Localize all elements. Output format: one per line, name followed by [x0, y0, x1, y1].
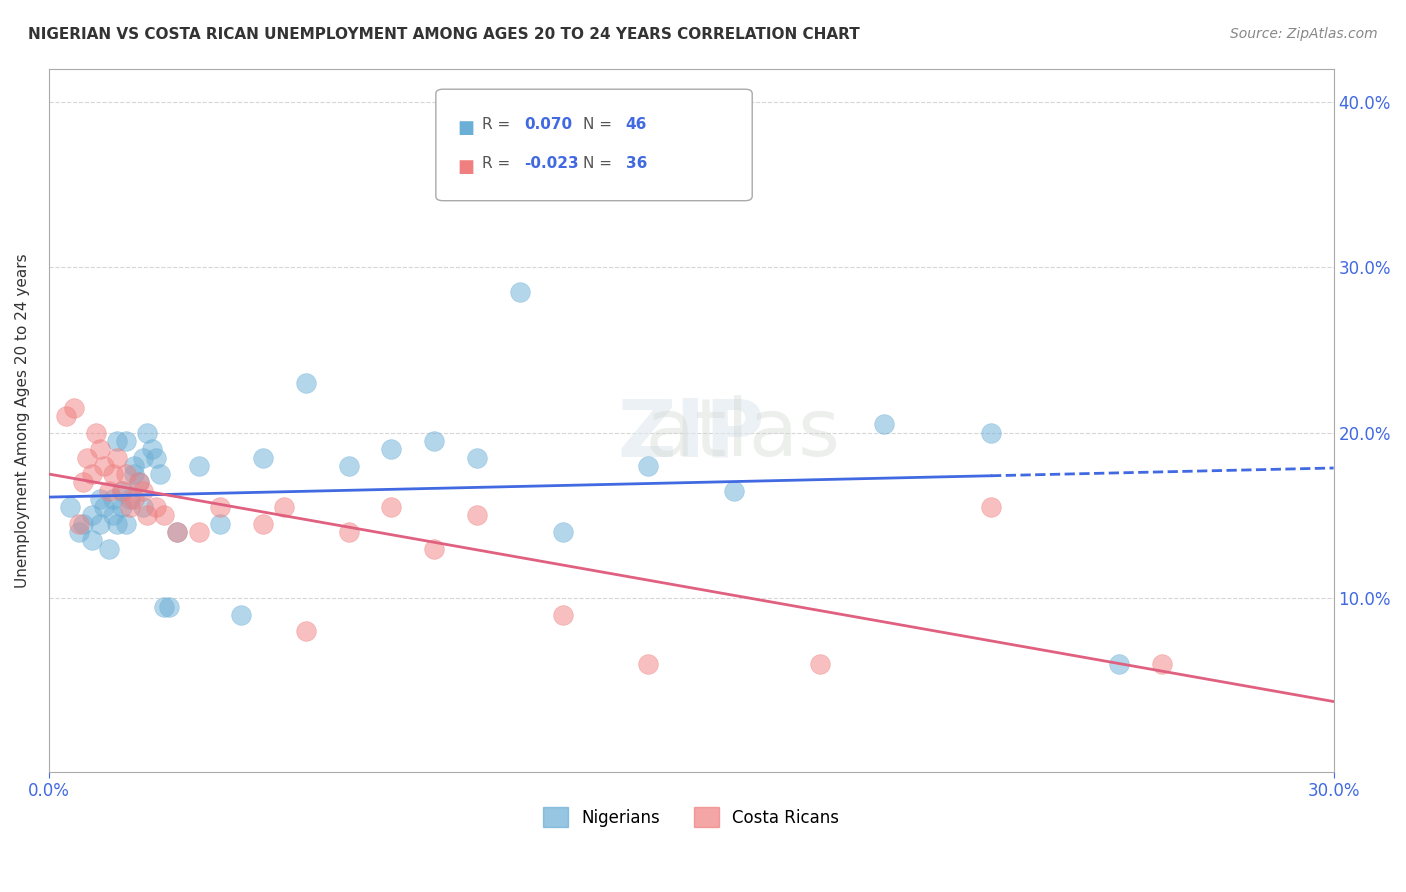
Point [97, 541, 120, 556]
Point [157, 599, 180, 614]
Point [124, 458, 146, 473]
Point [72, 475, 94, 490]
Point [93, 458, 115, 473]
Point [337, 524, 360, 539]
Text: N =: N = [583, 117, 617, 132]
Text: atlas: atlas [543, 395, 839, 474]
Point [115, 434, 138, 448]
Point [209, 516, 232, 531]
Point [101, 508, 124, 523]
Point [55, 409, 77, 424]
Point [128, 475, 150, 490]
Point [637, 657, 659, 672]
Text: NIGERIAN VS COSTA RICAN UNEMPLOYMENT AMONG AGES 20 TO 24 YEARS CORRELATION CHART: NIGERIAN VS COSTA RICAN UNEMPLOYMENT AMO… [28, 27, 860, 42]
Point [101, 467, 124, 481]
Point [980, 500, 1002, 515]
Point [873, 417, 896, 432]
Point [423, 434, 446, 448]
Point [465, 450, 488, 465]
Point [67, 516, 90, 531]
Point [124, 491, 146, 506]
Point [128, 475, 150, 490]
Point [136, 425, 159, 440]
Text: ZIP: ZIP [617, 395, 765, 474]
Point [273, 500, 295, 515]
Point [97, 483, 120, 498]
Point [166, 524, 188, 539]
Point [105, 450, 128, 465]
Point [145, 450, 167, 465]
Point [115, 467, 138, 481]
Point [80, 533, 103, 548]
Text: R =: R = [482, 117, 516, 132]
Text: 36: 36 [626, 156, 647, 171]
Point [231, 607, 253, 622]
Point [294, 376, 316, 390]
Point [124, 467, 146, 481]
Point [723, 483, 745, 498]
Point [80, 508, 103, 523]
Point [136, 508, 159, 523]
Point [980, 425, 1002, 440]
Y-axis label: Unemployment Among Ages 20 to 24 years: Unemployment Among Ages 20 to 24 years [15, 253, 30, 588]
Point [120, 500, 142, 515]
Point [72, 516, 94, 531]
Text: 0.070: 0.070 [524, 117, 572, 132]
Point [132, 483, 155, 498]
Point [153, 599, 176, 614]
Text: Source: ZipAtlas.com: Source: ZipAtlas.com [1230, 27, 1378, 41]
Point [59, 500, 82, 515]
Point [209, 500, 232, 515]
Point [110, 483, 132, 498]
Text: N =: N = [583, 156, 617, 171]
Text: ■: ■ [457, 158, 474, 176]
Point [294, 624, 316, 639]
Point [149, 467, 172, 481]
Text: ■: ■ [457, 119, 474, 136]
Point [380, 442, 402, 457]
Text: -0.023: -0.023 [524, 156, 579, 171]
Point [1108, 657, 1130, 672]
Text: R =: R = [482, 156, 516, 171]
Point [166, 524, 188, 539]
Point [637, 458, 659, 473]
Point [89, 491, 111, 506]
Point [89, 516, 111, 531]
Point [89, 442, 111, 457]
Point [509, 285, 531, 299]
Point [76, 450, 98, 465]
Point [337, 458, 360, 473]
Point [80, 467, 103, 481]
Point [808, 657, 831, 672]
Point [93, 500, 115, 515]
Point [105, 516, 128, 531]
Point [551, 607, 574, 622]
Text: 46: 46 [626, 117, 647, 132]
Point [110, 500, 132, 515]
Point [145, 500, 167, 515]
Point [63, 401, 86, 415]
Point [120, 491, 142, 506]
Point [380, 500, 402, 515]
Point [141, 442, 163, 457]
Point [101, 491, 124, 506]
Point [252, 450, 274, 465]
Point [187, 524, 209, 539]
Point [67, 524, 90, 539]
Point [187, 458, 209, 473]
Point [105, 434, 128, 448]
Point [132, 450, 155, 465]
Point [132, 500, 155, 515]
Legend: Nigerians, Costa Ricans: Nigerians, Costa Ricans [537, 800, 846, 834]
Point [465, 508, 488, 523]
Point [551, 524, 574, 539]
Point [153, 508, 176, 523]
Point [252, 516, 274, 531]
Point [115, 516, 138, 531]
Point [423, 541, 446, 556]
Point [1152, 657, 1174, 672]
Point [110, 483, 132, 498]
Point [84, 425, 107, 440]
